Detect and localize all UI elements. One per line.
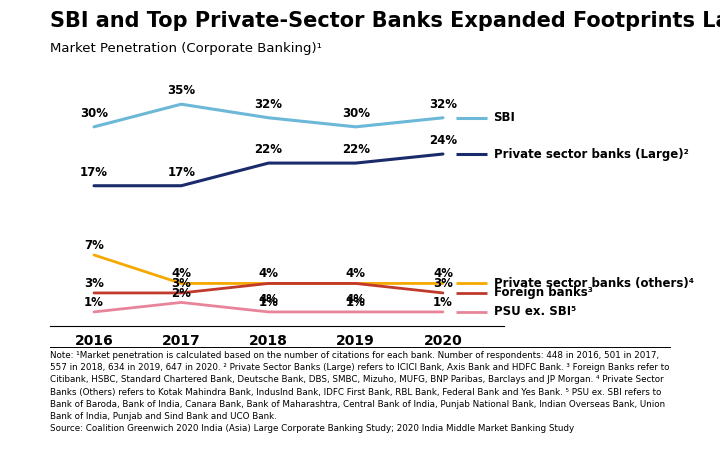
- Text: 4%: 4%: [171, 267, 192, 280]
- Text: 4%: 4%: [433, 267, 453, 280]
- Text: 4%: 4%: [346, 267, 366, 280]
- Text: 24%: 24%: [429, 134, 457, 147]
- Text: 17%: 17%: [167, 166, 195, 179]
- Text: Private sector banks (Large)²: Private sector banks (Large)²: [493, 148, 688, 160]
- Text: 2%: 2%: [171, 287, 192, 299]
- Text: 3%: 3%: [433, 277, 453, 289]
- Text: Note: ¹Market penetration is calculated based on the number of citations for eac: Note: ¹Market penetration is calculated …: [50, 351, 670, 433]
- Text: 30%: 30%: [80, 107, 108, 120]
- Text: 7%: 7%: [84, 239, 104, 252]
- Text: SBI and Top Private-Sector Banks Expanded Footprints Last Year: SBI and Top Private-Sector Banks Expande…: [50, 11, 720, 31]
- Text: Foreign banks³: Foreign banks³: [493, 286, 593, 299]
- Text: 35%: 35%: [167, 84, 195, 97]
- Text: 1%: 1%: [258, 296, 279, 309]
- Text: 4%: 4%: [258, 267, 279, 280]
- Text: 30%: 30%: [342, 107, 369, 120]
- Text: Market Penetration (Corporate Banking)¹: Market Penetration (Corporate Banking)¹: [50, 42, 323, 55]
- Text: SBI: SBI: [493, 111, 516, 124]
- Text: 22%: 22%: [254, 143, 282, 156]
- Text: 3%: 3%: [171, 277, 192, 289]
- Text: 1%: 1%: [84, 296, 104, 309]
- Text: 1%: 1%: [346, 296, 366, 309]
- Text: Private sector banks (others)⁴: Private sector banks (others)⁴: [493, 277, 693, 290]
- Text: 4%: 4%: [346, 293, 366, 306]
- Text: 4%: 4%: [258, 293, 279, 306]
- Text: 22%: 22%: [342, 143, 369, 156]
- Text: 17%: 17%: [80, 166, 108, 179]
- Text: 3%: 3%: [84, 277, 104, 289]
- Text: 1%: 1%: [433, 296, 453, 309]
- Text: 32%: 32%: [429, 98, 457, 111]
- Text: 32%: 32%: [254, 98, 282, 111]
- Text: PSU ex. SBI⁵: PSU ex. SBI⁵: [493, 305, 576, 318]
